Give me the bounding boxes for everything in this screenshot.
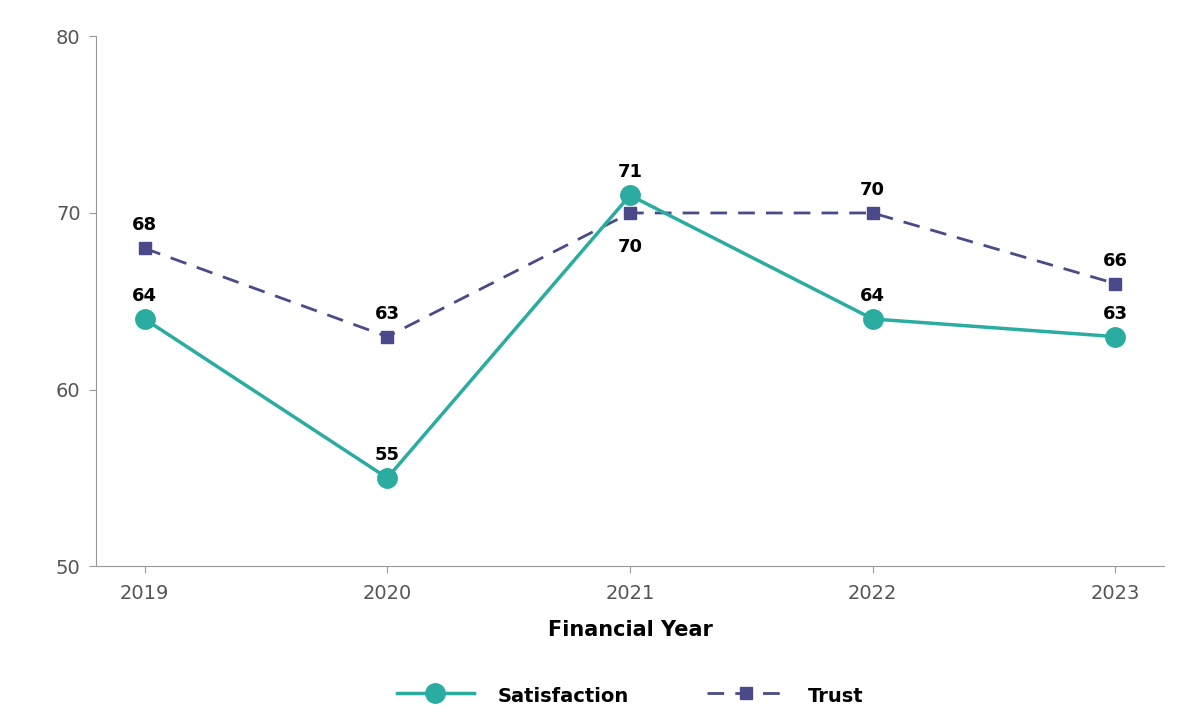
- Text: 64: 64: [132, 287, 157, 305]
- Text: 63: 63: [374, 305, 400, 323]
- X-axis label: Financial Year: Financial Year: [547, 620, 713, 640]
- Text: 70: 70: [860, 181, 886, 199]
- Text: 55: 55: [374, 446, 400, 464]
- Text: 70: 70: [618, 238, 642, 256]
- Legend: Satisfaction, Trust: Satisfaction, Trust: [389, 677, 871, 716]
- Text: 64: 64: [860, 287, 886, 305]
- Text: 68: 68: [132, 216, 157, 234]
- Text: 71: 71: [618, 163, 642, 182]
- Text: 66: 66: [1103, 252, 1128, 270]
- Text: 63: 63: [1103, 305, 1128, 323]
